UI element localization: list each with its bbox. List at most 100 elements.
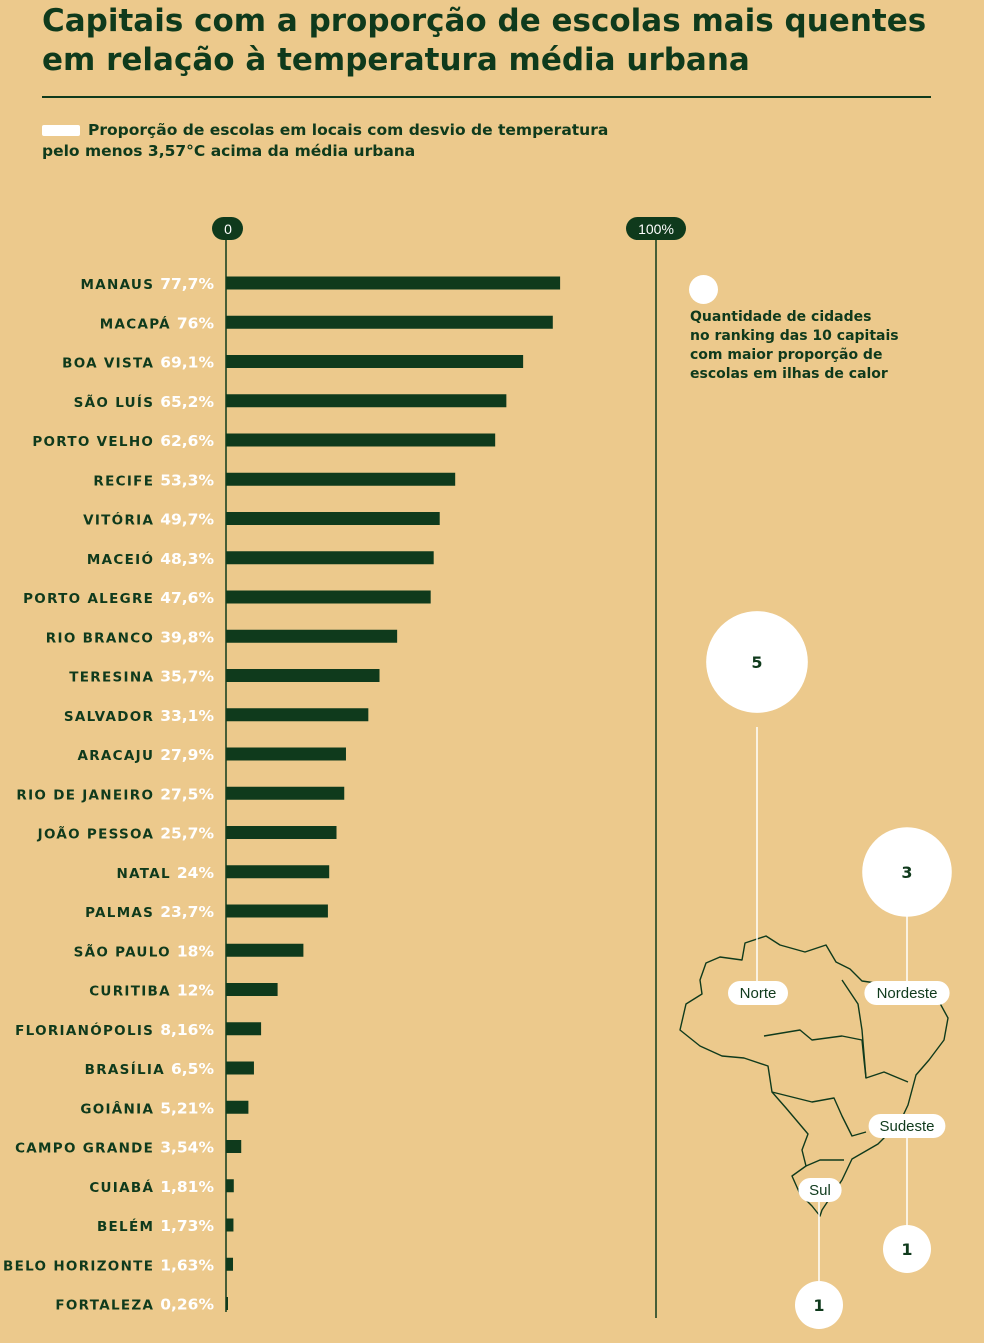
bar-label: RIO BRANCO 39,8%: [46, 628, 215, 646]
region-border-nordeste: [841, 979, 909, 1083]
brazil-map: [679, 935, 949, 1217]
bar-label: MACEIÓ 48,3%: [87, 550, 215, 568]
legend-text-line1: Proporção de escolas em locais com desvi…: [88, 121, 609, 139]
value-label: 1,81%: [160, 1178, 214, 1196]
value-label: 62,6%: [160, 432, 214, 450]
value-label: 53,3%: [160, 471, 214, 489]
bar: [226, 669, 380, 682]
value-label: 8,16%: [160, 1021, 214, 1039]
bar-label: JOÃO PESSOA 25,7%: [37, 825, 215, 843]
bar-label: PORTO VELHO 62,6%: [32, 432, 214, 450]
chart-title-line1: Capitais com a proporção de escolas mais…: [42, 3, 927, 39]
tick-pill-100: [626, 217, 686, 240]
value-label: 77,7%: [160, 275, 214, 293]
bar-series: MANAUS 77,7% MACAPÁ 76% BOA VISTA 69,1% SÃO…: [3, 275, 561, 1314]
value-label: 27,5%: [160, 785, 214, 803]
value-label: 1,73%: [160, 1217, 214, 1235]
category-label: FLORIANÓPOLIS: [15, 1021, 160, 1039]
bubble-value: 1: [901, 1240, 912, 1259]
bubble-value: 5: [751, 653, 762, 672]
bar-label: CUIABÁ 1,81%: [89, 1178, 214, 1196]
bubble-value: 1: [813, 1296, 824, 1315]
bar-label: NATAL 24%: [116, 864, 214, 882]
category-label: JOÃO PESSOA: [37, 826, 161, 843]
bar-label: FORTALEZA 0,26%: [55, 1296, 214, 1314]
bar: [226, 1257, 234, 1271]
bar-label: MANAUS 77,7%: [81, 275, 215, 293]
bar: [226, 433, 496, 447]
value-label: 6,5%: [171, 1060, 214, 1078]
value-label: 12%: [177, 982, 215, 1000]
category-label: FORTALEZA: [55, 1298, 160, 1314]
region-pill: [798, 1178, 842, 1202]
bar-label: SÃO LUÍS 65,2%: [74, 393, 215, 411]
bar-label: MACAPÁ 76%: [100, 314, 215, 332]
bubble-value: 3: [901, 863, 912, 882]
category-label: NATAL: [116, 866, 176, 882]
bar: [226, 747, 346, 761]
bubble-legend-line1: Quantidade de cidades: [690, 309, 872, 325]
category-label: GOIÂNIA: [80, 1100, 160, 1117]
value-label: 39,8%: [160, 628, 214, 646]
value-label: 27,9%: [160, 746, 214, 764]
bar: [226, 551, 434, 565]
bar: [226, 1022, 262, 1036]
value-label: 49,7%: [160, 511, 214, 529]
region-border-north: [763, 1029, 867, 1079]
bubble-series: 5 Norte 3 Nordeste 1 Sudeste 1 Sul: [706, 611, 952, 1329]
chart-title-line2: em relação à temperatura média urbana: [42, 42, 750, 78]
bar: [226, 590, 431, 604]
region-pill: [728, 981, 788, 1005]
category-label: MACEIÓ: [87, 550, 160, 568]
value-label: 5,21%: [160, 1099, 214, 1117]
bar-label: PALMAS 23,7%: [85, 903, 214, 921]
value-label: 1,63%: [160, 1256, 214, 1274]
category-label: BELO HORIZONTE: [3, 1258, 160, 1274]
bar: [226, 865, 330, 879]
category-label: PORTO VELHO: [32, 434, 160, 450]
title-divider: [42, 96, 931, 98]
bar-label: VITÓRIA 49,7%: [83, 511, 214, 529]
bar: [226, 629, 398, 643]
value-label: 48,3%: [160, 550, 214, 568]
tick-label-0: 0: [224, 221, 232, 237]
category-label: ARACAJU: [77, 748, 160, 764]
bar: [226, 472, 456, 486]
bar: [226, 276, 561, 290]
legend-text-line2: pelo menos 3,57°C acima da média urbana: [42, 142, 416, 160]
tick-label-100: 100%: [638, 221, 674, 237]
category-label: SÃO PAULO: [74, 943, 177, 960]
region-label: Nordeste: [877, 985, 938, 1002]
bar: [226, 1297, 228, 1310]
bar: [226, 786, 345, 800]
value-label: 47,6%: [160, 589, 214, 607]
bar: [226, 826, 337, 839]
value-label: 18%: [177, 942, 215, 960]
category-label: RIO DE JANEIRO: [16, 787, 160, 803]
bar-label: CURITIBA 12%: [89, 982, 214, 1000]
value-label: 23,7%: [160, 903, 214, 921]
value-label: 65,2%: [160, 393, 214, 411]
bar: [226, 904, 328, 918]
bar-label: BRASÍLIA 6,5%: [85, 1060, 215, 1078]
value-label: 0,26%: [160, 1296, 214, 1314]
bubble-legend-text: Quantidade de cidades no ranking das 10 …: [690, 308, 920, 384]
category-label: TERESINA: [69, 670, 160, 686]
bar-label: PORTO ALEGRE 47,6%: [23, 589, 214, 607]
bar: [226, 394, 507, 408]
bar: [226, 1100, 249, 1114]
bar-label: RIO DE JANEIRO 27,5%: [16, 785, 214, 803]
region-pill: [864, 981, 950, 1005]
bar-label: CAMPO GRANDE 3,54%: [15, 1139, 214, 1157]
bar-label: RECIFE 53,3%: [93, 471, 214, 489]
bubble: [883, 1225, 931, 1273]
category-label: CUIABÁ: [89, 1179, 160, 1196]
bar-label: BELO HORIZONTE 1,63%: [3, 1256, 214, 1274]
region-border-centro: [771, 1091, 867, 1137]
category-label: BELÉM: [97, 1218, 160, 1235]
tick-pill-0: [212, 217, 243, 240]
category-label: CURITIBA: [89, 984, 177, 1000]
category-label: MANAUS: [81, 277, 161, 293]
value-label: 25,7%: [160, 825, 214, 843]
